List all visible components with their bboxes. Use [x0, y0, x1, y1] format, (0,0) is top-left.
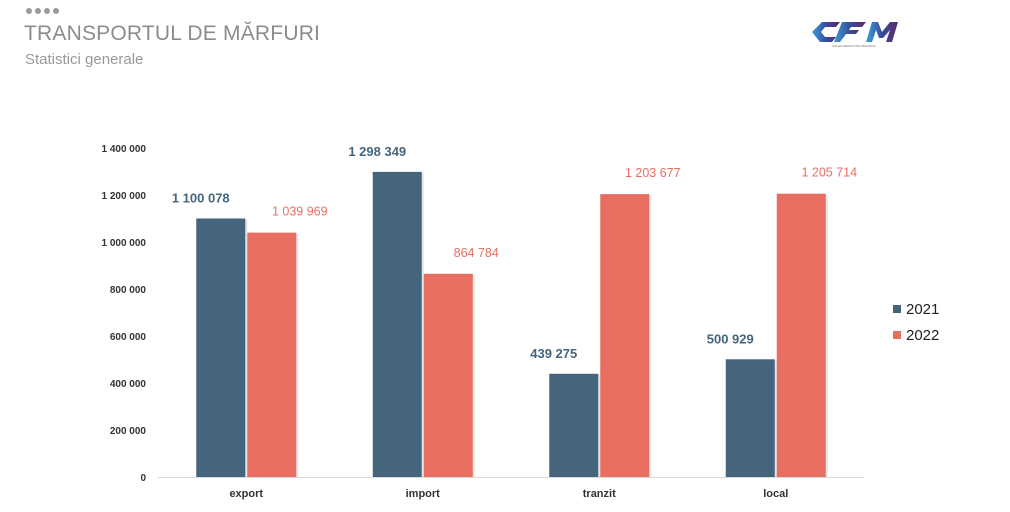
page-title: TRANSPORTUL DE MĂRFURI: [24, 22, 321, 45]
y-tick-label: 0: [140, 473, 146, 484]
bar-2021-import: [372, 171, 422, 477]
bar-2022-local: [776, 193, 826, 477]
bar-2021-tranzit: [549, 373, 599, 477]
dot: [26, 8, 32, 14]
data-label-2021-import: 1 298 349: [348, 144, 406, 159]
x-tick-label-export: export: [229, 488, 263, 500]
data-label-2021-local: 500 929: [707, 331, 754, 346]
data-label-2022-export: 1 039 969: [272, 205, 328, 219]
bar-2022-export: [247, 232, 297, 477]
data-label-2021-tranzit: 439 275: [530, 346, 577, 361]
y-tick-label: 400 000: [110, 379, 147, 390]
slide-dots-decoration: [26, 8, 59, 14]
legend-swatch-2022: [893, 331, 901, 339]
chart-legend: 2021 2022: [893, 296, 939, 348]
dot: [35, 8, 41, 14]
dot: [44, 8, 50, 14]
legend-item-2022: 2022: [893, 322, 939, 348]
legend-item-2021: 2021: [893, 296, 939, 322]
bar-2022-tranzit: [600, 194, 650, 477]
legend-label-2022: 2022: [906, 326, 940, 344]
bar-2022-import: [423, 273, 473, 477]
legend-label-2021: 2021: [906, 300, 940, 318]
data-label-2022-local: 1 205 714: [801, 166, 857, 180]
data-label-2022-import: 864 784: [454, 246, 499, 260]
bar-2021-export: [196, 218, 246, 477]
y-tick-label: 800 000: [110, 285, 147, 296]
x-tick-label-tranzit: tranzit: [583, 488, 616, 500]
data-label-2021-export: 1 100 078: [172, 190, 230, 205]
legend-swatch-2021: [893, 305, 901, 313]
data-label-2022-tranzit: 1 203 677: [625, 166, 681, 180]
y-tick-label: 1 200 000: [102, 191, 147, 202]
y-tick-label: 1 000 000: [102, 238, 147, 249]
x-tick-label-local: local: [763, 488, 788, 500]
logo-tagline: CALEA FERATĂ DIN MOLDOVA: [832, 44, 876, 48]
y-tick-label: 1 400 000: [102, 144, 147, 155]
x-tick-label-import: import: [406, 488, 441, 500]
y-tick-label: 200 000: [110, 426, 147, 437]
page-subtitle: Statistici generale: [25, 51, 144, 68]
bar-2021-local: [725, 359, 775, 477]
y-tick-label: 600 000: [110, 332, 147, 343]
dot: [53, 8, 59, 14]
cfm-logo: CALEA FERATĂ DIN MOLDOVA: [812, 22, 898, 48]
